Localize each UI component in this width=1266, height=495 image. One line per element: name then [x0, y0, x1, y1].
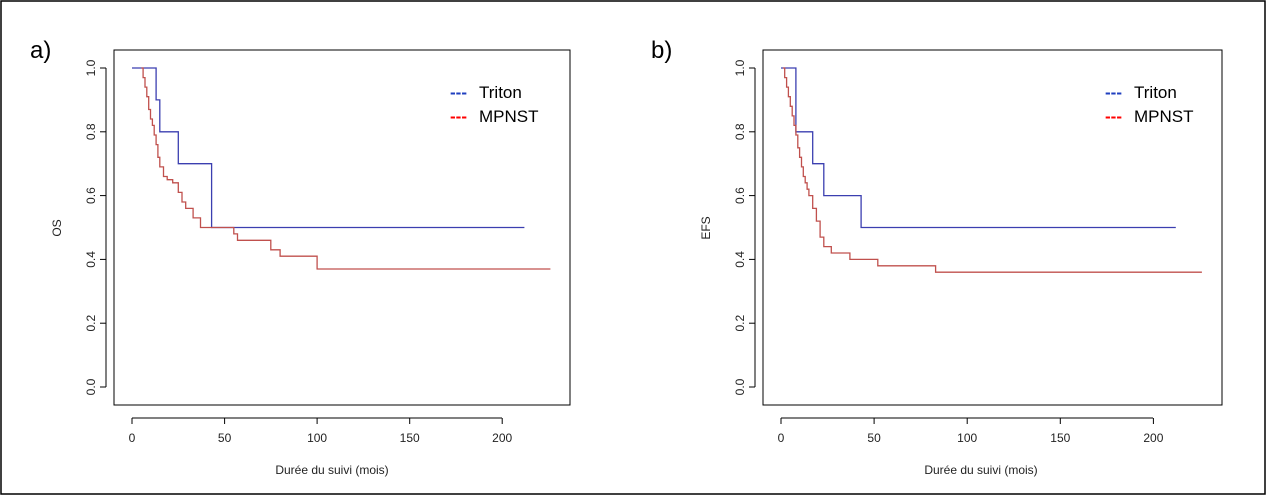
panel-a-series [132, 67, 551, 270]
legend-label-mpnst: MPNST [479, 107, 539, 126]
y-tick-label: 0.8 [84, 123, 98, 140]
panel-a: a) 0 50 100 150 200 Durée du suivi (mois… [30, 37, 571, 477]
panel-b-y-ticks: 0.0 0.2 0.4 0.6 0.8 1.0 [733, 59, 755, 395]
legend-item-mpnst: --- MPNST [450, 107, 539, 126]
panel-a-plot-frame [113, 49, 571, 406]
x-tick-label: 150 [400, 431, 420, 445]
x-tick-label: 200 [1143, 431, 1163, 445]
legend-label-triton: Triton [479, 83, 522, 102]
panel-b-y-axis-title: EFS [699, 216, 713, 239]
panel-a-legend: --- Triton --- MPNST [450, 83, 539, 126]
y-tick-label: 0.4 [733, 251, 747, 268]
y-tick-label: 0.8 [733, 123, 747, 140]
panel-b-legend: --- Triton --- MPNST [1105, 83, 1194, 126]
x-tick-label: 100 [307, 431, 327, 445]
legend-label-mpnst: MPNST [1134, 107, 1194, 126]
legend-item-triton: --- Triton [1105, 83, 1177, 102]
panel-b-plot-frame [762, 49, 1223, 406]
y-tick-label: 0.2 [733, 315, 747, 332]
series-line-mpnst [782, 67, 1202, 273]
y-tick-label: 0.0 [84, 378, 98, 395]
y-tick-label: 0.6 [733, 187, 747, 204]
x-tick-label: 50 [867, 431, 881, 445]
panel-b: b) 0 50 100 150 200 Durée du suivi (mois… [651, 37, 1223, 477]
legend-item-mpnst: --- MPNST [1105, 107, 1194, 126]
panel-a-label: a) [30, 37, 51, 64]
x-tick-label: 0 [778, 431, 785, 445]
legend-swatch-triton: --- [1105, 83, 1122, 102]
y-tick-label: 0.6 [84, 187, 98, 204]
y-tick-label: 0.0 [733, 378, 747, 395]
y-tick-label: 0.4 [84, 251, 98, 268]
y-tick-label: 1.0 [84, 59, 98, 76]
legend-swatch-mpnst: --- [1105, 107, 1122, 126]
series-line-triton [132, 67, 525, 229]
panel-a-y-ticks: 0.0 0.2 0.4 0.6 0.8 1.0 [84, 59, 106, 395]
panel-a-y-axis: 0.0 0.2 0.4 0.6 0.8 1.0 OS [50, 59, 107, 395]
panel-b-label: b) [651, 37, 672, 64]
panel-a-x-ticks: 0 50 100 150 200 [129, 418, 513, 445]
x-tick-label: 200 [492, 431, 512, 445]
panel-b-x-axis: 0 50 100 150 200 Durée du suivi (mois) [778, 417, 1164, 477]
legend-label-triton: Triton [1134, 83, 1177, 102]
panel-b-x-axis-title: Durée du suivi (mois) [924, 463, 1037, 477]
x-tick-label: 150 [1050, 431, 1070, 445]
x-tick-label: 0 [129, 431, 136, 445]
legend-swatch-triton: --- [450, 83, 467, 102]
series-line-mpnst [141, 67, 551, 270]
legend-swatch-mpnst: --- [450, 107, 467, 126]
panel-b-x-ticks: 0 50 100 150 200 [778, 418, 1164, 445]
series-line-triton [781, 67, 1176, 229]
x-tick-label: 50 [218, 431, 232, 445]
legend-item-triton: --- Triton [450, 83, 522, 102]
panel-b-series [781, 67, 1202, 273]
y-tick-label: 1.0 [733, 59, 747, 76]
panel-a-y-axis-title: OS [50, 219, 64, 236]
panel-a-x-axis: 0 50 100 150 200 Durée du suivi (mois) [129, 417, 513, 477]
y-tick-label: 0.2 [84, 315, 98, 332]
panel-a-x-axis-title: Durée du suivi (mois) [275, 463, 388, 477]
x-tick-label: 100 [957, 431, 977, 445]
panel-b-y-axis: 0.0 0.2 0.4 0.6 0.8 1.0 EFS [699, 59, 756, 395]
